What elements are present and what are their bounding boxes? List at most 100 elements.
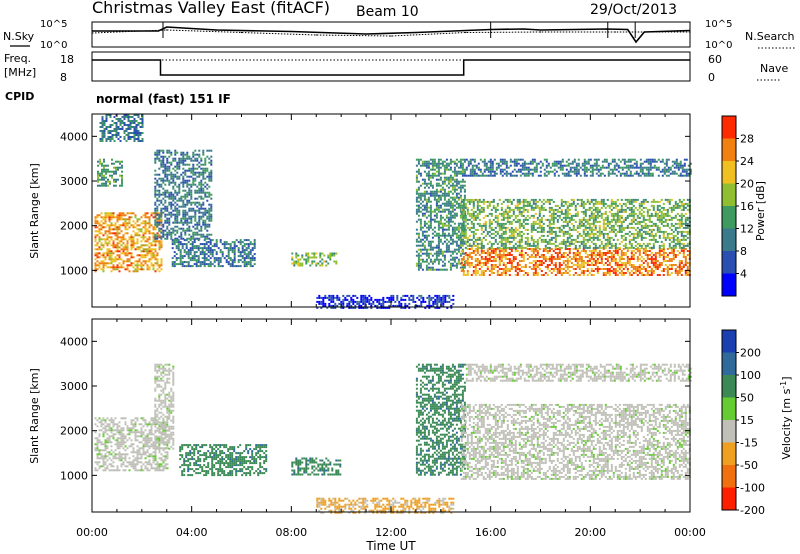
power-echo-cell bbox=[516, 272, 519, 274]
power-echo-cell bbox=[180, 173, 183, 176]
power-echo-cell bbox=[417, 218, 420, 221]
power-echo-cell bbox=[247, 247, 250, 250]
power-echo-cell bbox=[530, 250, 533, 252]
power-echo-cell bbox=[111, 138, 114, 140]
power-echo-cell bbox=[626, 258, 629, 260]
power-echo-cell bbox=[522, 206, 525, 209]
power-echo-cell bbox=[528, 244, 531, 247]
power-echo-cell bbox=[433, 268, 436, 271]
power-echo-cell bbox=[512, 212, 515, 215]
power-echo-cell bbox=[576, 262, 579, 264]
power-echo-cell bbox=[578, 274, 581, 276]
power-echo-cell bbox=[648, 250, 651, 252]
power-echo-cell bbox=[588, 228, 591, 231]
power-echo-cell bbox=[378, 298, 381, 301]
power-echo-cell bbox=[105, 168, 107, 171]
power-echo-cell bbox=[598, 230, 601, 233]
power-echo-cell bbox=[247, 263, 250, 266]
power-echo-cell bbox=[566, 238, 569, 241]
power-echo-cell bbox=[498, 224, 501, 227]
power-echo-cell bbox=[124, 226, 127, 229]
power-echo-cell bbox=[468, 218, 471, 221]
power-echo-cell bbox=[98, 214, 101, 217]
power-echo-cell bbox=[154, 237, 157, 240]
power-echo-cell bbox=[461, 268, 464, 271]
power-echo-cell bbox=[460, 270, 463, 272]
power-echo-cell bbox=[546, 250, 549, 252]
power-echo-cell bbox=[354, 300, 357, 303]
power-echo-cell bbox=[178, 187, 181, 190]
power-echo-cell bbox=[598, 210, 601, 213]
power-echo-cell bbox=[197, 265, 200, 268]
power-echo-cell bbox=[457, 180, 460, 183]
power-echo-cell bbox=[552, 200, 555, 203]
power-echo-cell bbox=[419, 172, 422, 175]
power-echo-cell bbox=[103, 160, 105, 163]
power-echo-cell bbox=[311, 260, 314, 263]
power-echo-cell bbox=[462, 272, 465, 274]
power-echo-cell bbox=[598, 262, 601, 264]
power-echo-cell bbox=[514, 204, 517, 207]
power-echo-cell bbox=[428, 294, 431, 297]
power-echo-cell bbox=[502, 200, 505, 203]
power-echo-cell bbox=[516, 208, 519, 211]
power-echo-cell bbox=[654, 260, 657, 262]
power-echo-cell bbox=[540, 264, 543, 266]
power-echo-cell bbox=[550, 248, 553, 250]
power-echo-cell bbox=[560, 240, 563, 243]
power-echo-cell bbox=[404, 302, 407, 305]
power-echo-cell bbox=[137, 136, 140, 138]
power-echo-cell bbox=[192, 235, 195, 238]
power-echo-cell bbox=[124, 260, 127, 263]
power-echo-cell bbox=[121, 182, 123, 185]
power-echo-cell bbox=[184, 179, 187, 182]
power-echo-cell bbox=[512, 232, 515, 235]
power-echo-cell bbox=[194, 213, 197, 216]
power-echo-cell bbox=[520, 252, 523, 254]
power-echo-cell bbox=[433, 162, 436, 165]
power-echo-cell bbox=[522, 224, 525, 227]
power-echo-cell bbox=[129, 124, 132, 126]
power-echo-cell bbox=[441, 194, 444, 197]
power-echo-cell bbox=[520, 254, 523, 256]
power-echo-cell bbox=[423, 186, 426, 189]
power-echo-cell bbox=[241, 261, 244, 264]
power-echo-cell bbox=[233, 243, 236, 246]
power-echo-cell bbox=[455, 236, 458, 239]
power-echo-cell bbox=[309, 256, 312, 259]
power-echo-cell bbox=[146, 250, 149, 253]
power-echo-cell bbox=[427, 174, 430, 177]
power-echo-cell bbox=[217, 247, 220, 250]
power-echo-cell bbox=[680, 274, 683, 276]
power-echo-cell bbox=[102, 246, 105, 249]
power-echo-cell bbox=[203, 257, 206, 260]
power-echo-cell bbox=[594, 244, 597, 247]
power-echo-cell bbox=[318, 296, 321, 299]
power-echo-cell bbox=[329, 254, 332, 257]
power-echo-cell bbox=[544, 256, 547, 258]
power-echo-cell bbox=[574, 206, 577, 209]
power-echo-cell bbox=[112, 216, 115, 219]
power-echo-cell bbox=[441, 230, 444, 233]
power-echo-cell bbox=[622, 258, 625, 260]
power-echo-cell bbox=[508, 240, 511, 243]
power-echo-cell bbox=[176, 237, 179, 240]
power-echo-cell bbox=[198, 223, 201, 226]
power-echo-cell bbox=[154, 153, 157, 156]
power-echo-cell bbox=[564, 248, 567, 250]
power-echo-cell bbox=[429, 190, 432, 193]
power-echo-cell bbox=[106, 254, 109, 257]
power-echo-cell bbox=[455, 202, 458, 205]
power-echo-cell bbox=[540, 230, 543, 233]
power-echo-cell bbox=[102, 264, 105, 267]
power-echo-cell bbox=[207, 247, 210, 250]
power-echo-cell bbox=[472, 250, 475, 252]
power-echo-cell bbox=[97, 176, 99, 179]
power-echo-cell bbox=[520, 248, 523, 250]
power-echo-cell bbox=[431, 236, 434, 239]
power-echo-cell bbox=[94, 252, 97, 255]
power-echo-cell bbox=[297, 258, 300, 261]
power-echo-cell bbox=[451, 252, 454, 255]
power-echo-cell bbox=[506, 206, 509, 209]
power-echo-cell bbox=[309, 264, 312, 267]
